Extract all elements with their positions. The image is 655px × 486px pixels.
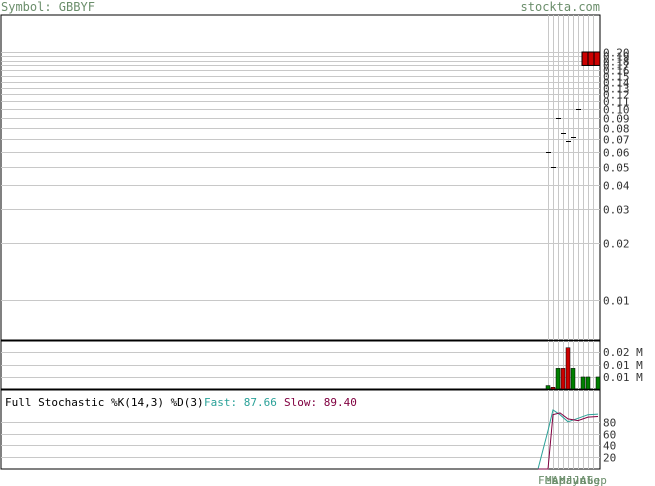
volume-bar: [545, 385, 551, 390]
price-tick-label: 0.15: [603, 71, 630, 84]
site-link[interactable]: stockta.com: [520, 0, 600, 14]
x-tick-label: Jun: [566, 474, 586, 486]
volume-bar: [595, 376, 601, 390]
price-panel-frame: [0, 14, 601, 341]
volume-tick-label: 0.01 M: [603, 359, 643, 372]
x-tick-label: Sep: [587, 474, 607, 486]
price-tick-label: 0.07: [603, 134, 630, 147]
price-axis: 0.200.190.180.170.160.150.140.130.120.11…: [603, 47, 630, 308]
volume-bar: [565, 347, 571, 390]
volume-tick-label: 0.02 M: [603, 346, 643, 359]
price-tick-label: 0.16: [603, 65, 630, 78]
stochastic-tick-label: 20: [603, 452, 616, 465]
volume-tick-label: 0.01 M: [603, 371, 643, 384]
price-tick-label: 0.14: [603, 77, 630, 90]
price-tick-label: 0.03: [603, 204, 630, 217]
x-tick-label: Apr: [552, 474, 572, 486]
price-tick-label: 0.13: [603, 83, 630, 96]
stochastic-slow-label: Slow: 89.40: [284, 396, 357, 409]
volume-grid: [1, 352, 600, 378]
price-grid: [1, 52, 600, 301]
stochastic-tick-label: 60: [603, 429, 616, 442]
price-candle: [587, 51, 595, 66]
price-tick-label: 0.08: [603, 123, 630, 136]
stochastic-tick-label: 40: [603, 440, 616, 453]
vertical-grid: [548, 15, 594, 469]
price-tick-label: 0.01: [603, 295, 630, 308]
x-tick-label: Aug: [580, 474, 600, 486]
price-candle: [593, 51, 601, 66]
price-candle: [581, 51, 589, 66]
price-tick-label: 0.02: [603, 238, 630, 251]
stochastic-line-slow: [538, 412, 599, 470]
volume-bar: [580, 376, 586, 390]
stochastic-title: Full Stochastic %K(14,3) %D(3): [5, 396, 204, 409]
price-tick-label: 0.04: [603, 180, 630, 193]
stochastic-line-fast: [537, 409, 599, 470]
volume-axis: 0.02 M0.01 M0.01 M: [603, 346, 643, 384]
stochastic-lines: [537, 409, 599, 470]
price-tick-label: 0.06: [603, 147, 630, 160]
x-tick-label: May: [559, 474, 579, 486]
x-tick-label: Jul: [573, 474, 593, 486]
x-tick-label: Mar: [545, 474, 565, 486]
price-tick-label: 0.18: [603, 56, 630, 69]
price-tick-label: 0.10: [603, 104, 630, 117]
price-tick-label: 0.09: [603, 113, 630, 126]
symbol-label: Symbol: GBBYF: [1, 0, 95, 14]
volume-bar: [585, 376, 591, 390]
stochastic-grid: [1, 422, 600, 458]
price-tick-label: 0.17: [603, 60, 630, 73]
volume-bars: [545, 347, 601, 390]
stochastic-panel-frame: [0, 389, 601, 470]
volume-bar: [560, 368, 566, 390]
price-candles: [546, 51, 601, 168]
stochastic-fast-label: Fast: 87.66: [204, 396, 277, 409]
stochastic-tick-label: 80: [603, 417, 616, 430]
volume-bar: [555, 368, 561, 390]
price-tick-label: 0.05: [603, 162, 630, 175]
x-tick-label: Feb: [538, 474, 558, 486]
volume-bar: [550, 387, 556, 390]
price-tick-label: 0.20: [603, 47, 630, 60]
price-tick-label: 0.12: [603, 89, 630, 102]
volume-bar: [570, 368, 576, 390]
price-tick-label: 0.11: [603, 96, 630, 109]
price-tick-label: 0.19: [603, 51, 630, 64]
